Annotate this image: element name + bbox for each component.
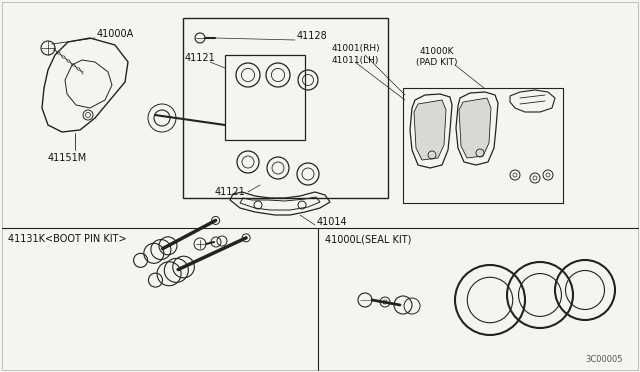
Bar: [403, 88, 563, 203]
Text: 41000K: 41000K: [420, 48, 454, 57]
Text: 41128: 41128: [297, 31, 328, 41]
Text: 41121: 41121: [215, 187, 246, 197]
Text: 41121: 41121: [185, 53, 216, 63]
Text: 41014: 41014: [317, 217, 348, 227]
Text: 41011(LH): 41011(LH): [332, 55, 380, 64]
Text: 3C00005: 3C00005: [585, 355, 623, 364]
Text: 41151M: 41151M: [48, 153, 87, 163]
Bar: [183, 18, 388, 198]
Text: 41000L(SEAL KIT): 41000L(SEAL KIT): [325, 234, 412, 244]
Text: 41131K<BOOT PIN KIT>: 41131K<BOOT PIN KIT>: [8, 234, 127, 244]
Polygon shape: [459, 98, 491, 158]
Bar: [225, 55, 305, 140]
Text: (PAD KIT): (PAD KIT): [416, 58, 458, 67]
Text: 41001(RH): 41001(RH): [332, 44, 381, 52]
Polygon shape: [414, 100, 446, 160]
Text: 41000A: 41000A: [97, 29, 134, 39]
